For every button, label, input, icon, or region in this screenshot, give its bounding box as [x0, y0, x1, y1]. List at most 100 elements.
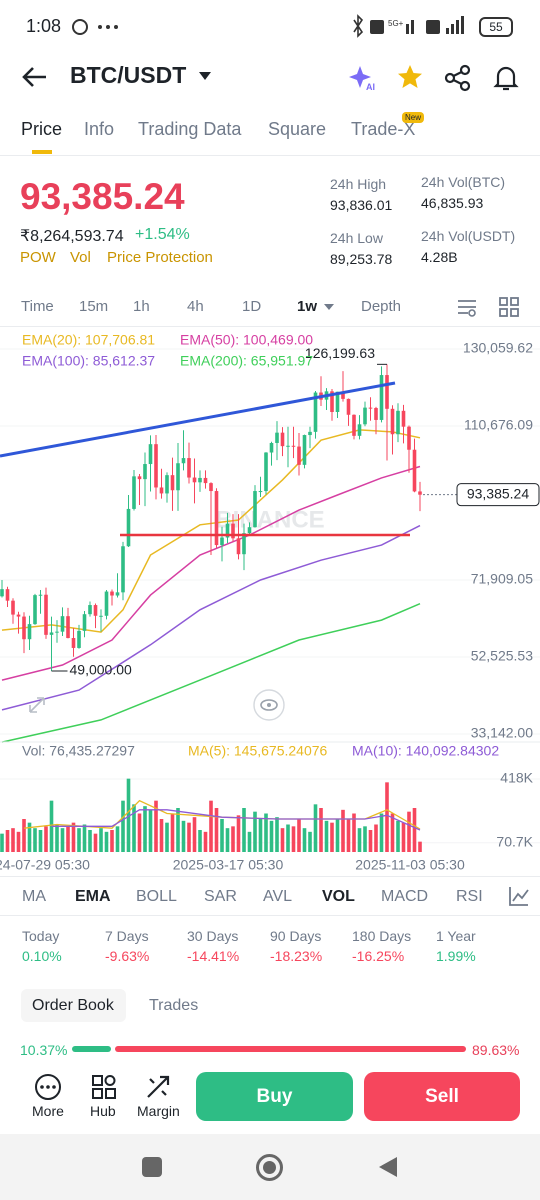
- interval[interactable]: 1h: [133, 298, 150, 315]
- candle-body: [286, 445, 290, 447]
- interval[interactable]: Time: [21, 298, 54, 315]
- volume-bar: [16, 831, 21, 852]
- candle-body: [165, 475, 169, 494]
- volume-bar: [159, 819, 164, 852]
- svg-text:5G+: 5G+: [388, 19, 404, 28]
- ema-line: [1, 429, 421, 633]
- indicator-tab[interactable]: SAR: [204, 888, 237, 905]
- performance-period: 7 Days: [105, 928, 149, 944]
- volume-bar: [341, 809, 345, 852]
- indicator-tab[interactable]: RSI: [456, 888, 483, 905]
- tab[interactable]: Info: [84, 119, 115, 139]
- indicator-tab[interactable]: MACD: [381, 888, 429, 905]
- back-nav-button[interactable]: [376, 1155, 400, 1179]
- volume-bar: [60, 828, 65, 852]
- expand-icon[interactable]: [29, 697, 45, 713]
- order-tab[interactable]: Trades: [149, 997, 199, 1014]
- candle-body: [71, 638, 76, 648]
- indicator-settings[interactable]: [456, 296, 478, 318]
- indicator-tab-active[interactable]: VOL: [322, 888, 355, 905]
- interval[interactable]: 15m: [79, 298, 109, 315]
- pair-title[interactable]: BTC/USDT: [70, 62, 187, 88]
- volume-bar: [258, 819, 263, 852]
- volume-bar: [280, 828, 285, 852]
- volume-bar: [126, 778, 131, 852]
- volume-bar: [242, 808, 246, 852]
- candle-body: [264, 452, 268, 492]
- share-button[interactable]: [444, 64, 472, 92]
- last-price: 93,385.24: [20, 176, 185, 217]
- stat-value: 4.28B: [421, 249, 458, 265]
- candle-body: [93, 605, 98, 616]
- interval[interactable]: 1D: [242, 298, 262, 315]
- divider: [0, 155, 540, 156]
- interval-active[interactable]: 1w: [297, 298, 318, 315]
- volume-bar: [297, 819, 301, 852]
- indicator-tab[interactable]: MA: [22, 888, 46, 905]
- nav-label[interactable]: More: [32, 1103, 64, 1119]
- candle-body: [38, 594, 43, 596]
- ema-legend: EMA(200): 65,951.97: [180, 353, 313, 369]
- ai-icon[interactable]: AI: [348, 62, 378, 92]
- new-badge: New: [402, 112, 425, 123]
- indicator-tab[interactable]: BOLL: [136, 888, 177, 905]
- interval[interactable]: Depth: [361, 298, 402, 315]
- favorite-star[interactable]: [396, 63, 424, 91]
- y-tick-label: 71,909.05: [471, 571, 533, 587]
- volume-bar: [176, 808, 180, 852]
- margin-icon[interactable]: [144, 1073, 172, 1101]
- y-tick-label: 52,525.53: [471, 648, 533, 664]
- annotation-label: 126,199.63: [305, 345, 375, 361]
- candle-body: [363, 407, 367, 425]
- volume-bar: [363, 826, 367, 852]
- volume-bar: [313, 804, 318, 852]
- tab[interactable]: Square: [268, 119, 327, 139]
- volume-bar: [407, 811, 411, 852]
- tag[interactable]: Vol: [70, 249, 91, 266]
- candle-body: [137, 476, 142, 480]
- interval-dropdown[interactable]: [323, 302, 335, 312]
- chart-settings[interactable]: [508, 885, 530, 907]
- y-tick-label: 130,059.62: [463, 340, 533, 356]
- hub-icon[interactable]: [90, 1073, 118, 1101]
- stat-value: 93,836.01: [330, 197, 393, 213]
- candle-body: [253, 491, 257, 528]
- sell-ratio-label: 89.63%: [472, 1042, 520, 1058]
- volume-bar: [143, 806, 147, 852]
- annotation-label: 49,000.00: [70, 662, 132, 678]
- tag[interactable]: POW: [20, 249, 56, 266]
- sell-button[interactable]: Sell: [364, 1072, 520, 1121]
- candle-body: [159, 487, 164, 494]
- order-tab-active[interactable]: Order Book: [32, 997, 114, 1014]
- back-button[interactable]: [20, 64, 50, 90]
- indicator-tab-active[interactable]: EMA: [75, 888, 111, 905]
- tag[interactable]: Price Protection: [107, 249, 213, 266]
- price-change: +1.54%: [135, 226, 190, 243]
- home-button[interactable]: [256, 1154, 283, 1181]
- candle-body: [33, 595, 37, 625]
- indicator-tab[interactable]: AVL: [263, 888, 293, 905]
- volume-bar: [291, 826, 296, 852]
- visibility-toggle[interactable]: [253, 689, 285, 721]
- alerts-button[interactable]: [492, 63, 520, 93]
- volume-bar: [209, 800, 213, 852]
- volume-bar: [192, 817, 197, 852]
- trend-line-drawing: [0, 381, 396, 458]
- candle-body: [407, 426, 411, 450]
- recents-button[interactable]: [142, 1157, 162, 1177]
- nav-label[interactable]: Hub: [90, 1103, 116, 1119]
- layout-button[interactable]: [498, 296, 520, 318]
- tab[interactable]: Trading Data: [138, 119, 242, 139]
- more-icon[interactable]: [34, 1073, 62, 1101]
- volume-bar: [346, 819, 351, 852]
- buy-button[interactable]: Buy: [196, 1072, 353, 1121]
- candle-body: [110, 591, 114, 596]
- nav-label[interactable]: Margin: [137, 1103, 180, 1119]
- volume-bar: [220, 819, 224, 852]
- interval[interactable]: 4h: [187, 298, 204, 315]
- tab-active[interactable]: Price: [21, 119, 63, 139]
- volume-bar: [99, 828, 103, 852]
- pair-dropdown[interactable]: [198, 71, 212, 81]
- tab[interactable]: Trade-X: [351, 119, 416, 139]
- candle-body: [214, 491, 219, 546]
